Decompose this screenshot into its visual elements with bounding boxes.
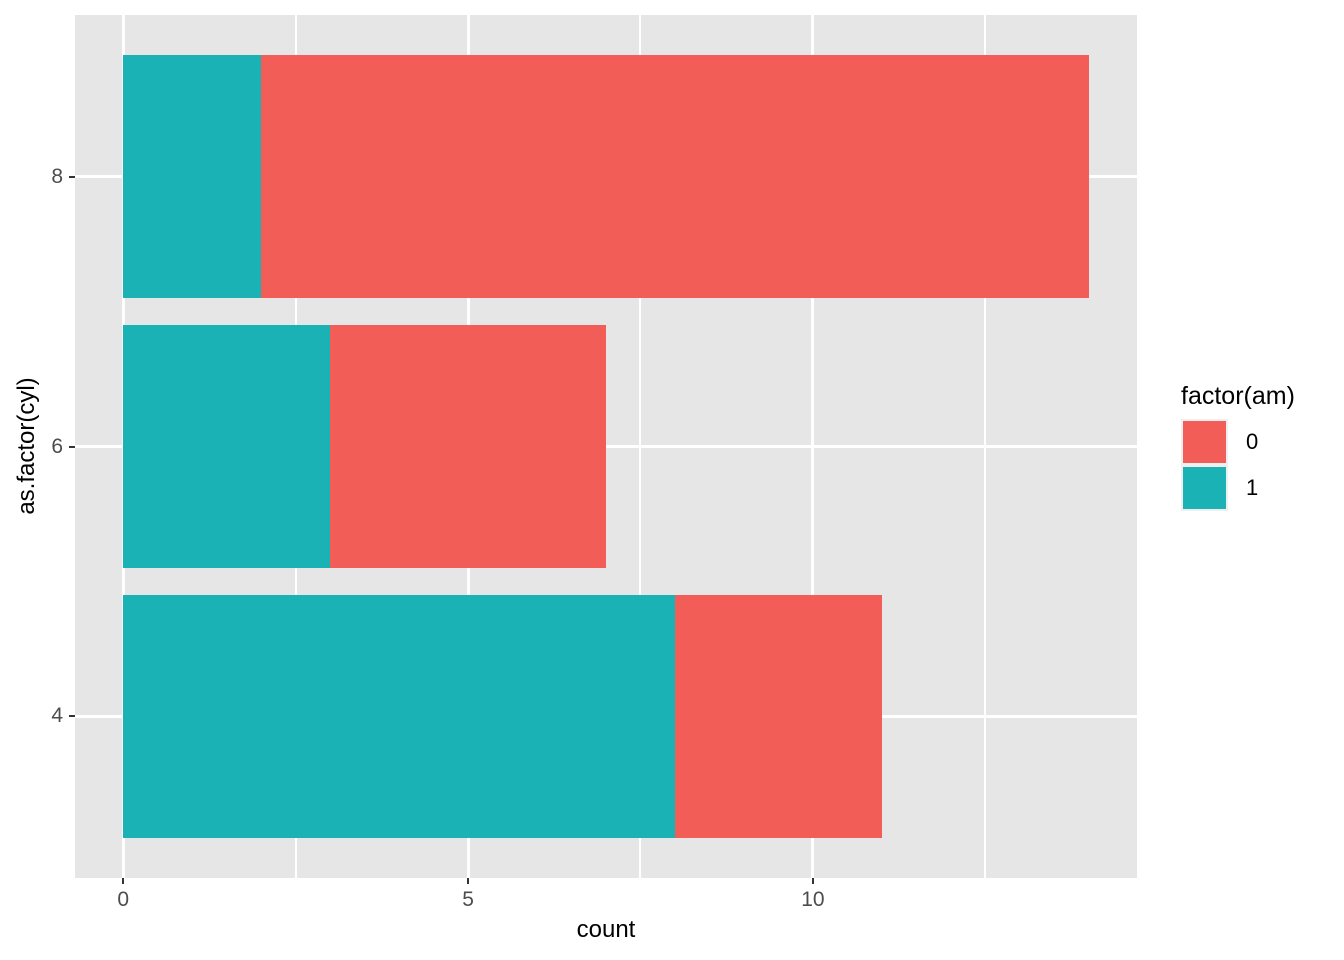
gridline-major-y xyxy=(75,445,1137,448)
x-axis-title: count xyxy=(576,916,636,943)
x-tick-label: 5 xyxy=(462,888,474,911)
x-tick-label: 10 xyxy=(801,888,825,911)
bar-segment-am0-cyl6 xyxy=(330,325,606,568)
legend-item-label: 0 xyxy=(1246,429,1259,454)
legend-item: 1 xyxy=(1181,465,1295,511)
legend-swatch-0 xyxy=(1183,421,1226,463)
legend-key xyxy=(1181,419,1228,465)
x-tick-mark xyxy=(811,878,814,884)
y-axis: 4 6 8 xyxy=(0,15,75,878)
y-tick-label: 6 xyxy=(51,434,63,458)
legend-swatch-1 xyxy=(1183,467,1226,509)
legend-item-label: 1 xyxy=(1246,475,1259,500)
x-tick-mark xyxy=(122,878,125,884)
legend-title: factor(am) xyxy=(1181,382,1295,410)
y-tick-label: 8 xyxy=(51,164,63,188)
y-axis-title: as.factor(cyl) xyxy=(13,377,40,515)
plot-panel xyxy=(75,15,1137,878)
x-tick-mark xyxy=(467,878,470,884)
bar-segment-am1-cyl8 xyxy=(123,55,262,299)
x-tick-label: 0 xyxy=(117,888,130,911)
bar-segment-am0-cyl4 xyxy=(674,594,882,838)
bar-segment-am0-cyl8 xyxy=(261,55,1089,299)
bar-segment-am1-cyl4 xyxy=(123,594,675,838)
legend-key xyxy=(1181,465,1228,511)
bar-segment-am1-cyl6 xyxy=(123,325,331,568)
y-tick-mark xyxy=(69,445,75,448)
y-tick-mark xyxy=(69,175,75,178)
x-axis: 0 5 10 xyxy=(75,878,1137,938)
y-tick-mark xyxy=(69,715,75,718)
y-tick-label: 4 xyxy=(51,704,63,728)
legend-item: 0 xyxy=(1181,419,1295,465)
